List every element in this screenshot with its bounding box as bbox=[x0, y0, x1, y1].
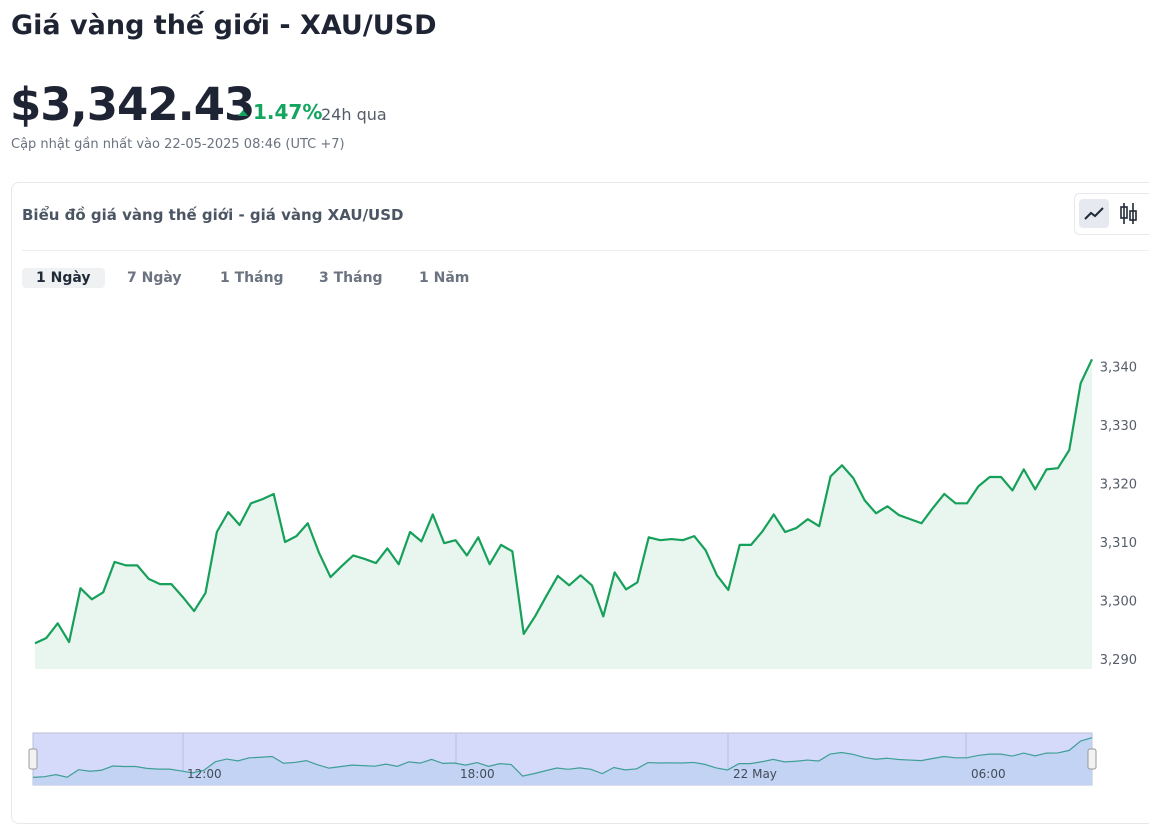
area-fill bbox=[35, 359, 1092, 669]
change-period: 24h qua bbox=[321, 105, 387, 124]
chart-type-toggle bbox=[1074, 193, 1149, 235]
range-tab[interactable]: 7 Ngày bbox=[113, 268, 196, 288]
price: $3,342.43 bbox=[10, 78, 254, 131]
range-tab[interactable]: 3 Tháng bbox=[305, 268, 397, 288]
y-tick-label: 3,300 bbox=[1100, 595, 1137, 610]
page: Giá vàng thế giới - XAU/USD $3,342.43 1.… bbox=[0, 0, 1149, 806]
range-tab[interactable]: 1 Năm bbox=[405, 268, 483, 288]
change: 1.47% bbox=[238, 100, 322, 124]
y-tick-label: 3,310 bbox=[1100, 536, 1137, 551]
divider bbox=[22, 250, 1149, 251]
navigator-label: 22 May bbox=[733, 767, 777, 781]
updated-time: Cập nhật gần nhất vào 22-05-2025 08:46 (… bbox=[11, 137, 345, 152]
y-tick-label: 3,320 bbox=[1100, 477, 1137, 492]
navigator-label: 18:00 bbox=[460, 767, 495, 781]
chart: 3,290 3,300 3,310 3,320 3,330 3,340 12:00 18:00… bbox=[0, 290, 1149, 806]
navigator-label: 12:00 bbox=[187, 767, 222, 781]
card-title: Biểu đồ giá vàng thế giới - giá vàng XAU… bbox=[22, 206, 403, 224]
y-tick-label: 3,340 bbox=[1100, 360, 1137, 375]
range-tab[interactable]: 1 Tháng bbox=[206, 268, 298, 288]
y-tick-label: 3,290 bbox=[1100, 653, 1137, 668]
navigator-label: 06:00 bbox=[971, 767, 1006, 781]
y-tick-label: 3,330 bbox=[1100, 419, 1137, 434]
page-title: Giá vàng thế giới - XAU/USD bbox=[11, 10, 437, 41]
navigator-handle[interactable] bbox=[29, 749, 37, 769]
range-tab[interactable]: 1 Ngày bbox=[22, 268, 105, 288]
navigator-handle[interactable] bbox=[1088, 749, 1096, 769]
line-view-button[interactable] bbox=[1079, 199, 1109, 228]
